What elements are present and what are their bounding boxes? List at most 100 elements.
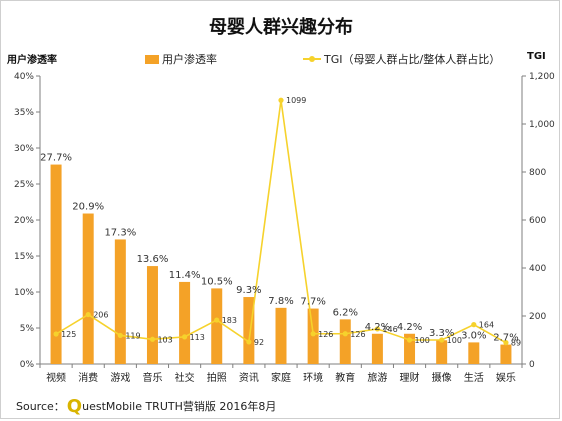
tgi-point (246, 339, 252, 345)
right-axis-tick-label: 600 (529, 216, 546, 226)
legend-item-tgi: TGI（母婴人群占比/整体人群占比） (303, 51, 500, 67)
left-axis-tick-label: 35% (14, 108, 34, 118)
penetration-bar (371, 333, 383, 364)
penetration-bar (436, 340, 448, 364)
category-label: 资讯 (239, 372, 259, 384)
legend-item-penetration: 用户渗透率 (145, 51, 217, 67)
penetration-bar (179, 281, 191, 364)
tgi-point (310, 331, 316, 337)
penetration-bar (339, 319, 351, 364)
tgi-point (406, 337, 413, 343)
category-label: 游戏 (110, 371, 130, 384)
tgi-value-label: 103 (157, 335, 172, 344)
right-axis-tick-label: 800 (529, 168, 546, 178)
bar-value-label: 4.2% (397, 322, 422, 333)
category-label: 视频 (46, 371, 66, 384)
left-axis-tick-label: 40% (14, 72, 34, 82)
bar-value-label: 10.5% (201, 276, 233, 287)
bar-value-label: 3.3% (429, 328, 454, 339)
tgi-point (374, 326, 380, 332)
bar-value-label: 11.4% (169, 270, 201, 281)
bar-value-label: 27.7% (40, 153, 72, 164)
penetration-bar (82, 213, 94, 364)
right-axis-tick-label: 0 (529, 360, 535, 370)
right-axis-title: TGI (527, 51, 546, 62)
category-label: 音乐 (142, 371, 162, 384)
left-axis-tick-label: 0% (20, 360, 35, 370)
tgi-value-label: 146 (382, 325, 397, 334)
left-axis-tick-label: 10% (14, 288, 34, 298)
tgi-value-label: 92 (254, 338, 264, 347)
penetration-bar (500, 344, 512, 364)
tgi-value-label: 89 (511, 339, 521, 348)
penetration-bar (146, 266, 158, 364)
tgi-value-label: 1099 (286, 96, 306, 105)
bar-value-label: 3.0% (461, 330, 486, 341)
tgi-value-label: 100 (415, 336, 430, 345)
tgi-value-label: 164 (479, 321, 494, 330)
bar-value-label: 17.3% (104, 227, 136, 238)
tgi-point (439, 337, 445, 343)
category-label: 社交 (175, 371, 195, 384)
source-prefix: Source： (16, 400, 65, 413)
left-axis-tick-label: 30% (14, 144, 34, 154)
penetration-bar (243, 297, 255, 364)
legend-label-tgi: TGI（母婴人群占比/整体人群占比） (324, 53, 501, 66)
left-axis-tick-label: 5% (20, 324, 35, 334)
tgi-point (85, 311, 91, 318)
category-label: 娱乐 (496, 371, 516, 384)
tgi-value-label: 183 (222, 316, 237, 325)
right-axis-tick-label: 400 (529, 264, 546, 274)
tgi-point (471, 322, 477, 328)
source-text: uestMobile TRUTH营销版 2016年8月 (82, 400, 277, 413)
left-axis-tick-label: 15% (14, 252, 34, 262)
right-axis-tick-label: 1,200 (529, 72, 555, 82)
source-note: Source： QuestMobile TRUTH营销版 2016年8月 (16, 398, 276, 416)
bar-value-label: 20.9% (72, 202, 104, 213)
category-label: 家庭 (271, 371, 291, 384)
tgi-point (214, 317, 220, 323)
category-label: 摄像 (432, 371, 452, 384)
penetration-bar (404, 333, 416, 364)
tgi-value-label: 119 (125, 331, 140, 340)
bar-value-label: 9.3% (236, 285, 261, 296)
tgi-point (182, 334, 188, 340)
tgi-value-label: 125 (61, 330, 76, 339)
left-axis-title: 用户渗透率 (7, 55, 57, 66)
category-label: 理财 (400, 371, 420, 384)
category-label: 消费 (78, 371, 98, 384)
tgi-point (53, 331, 59, 337)
penetration-bar (468, 342, 480, 364)
legend-bar-swatch (145, 54, 159, 64)
bar-value-label: 13.6% (137, 254, 169, 265)
bar-value-label: 4.2% (365, 322, 390, 333)
source-logo-letter: Q (66, 396, 83, 417)
category-label: 拍照 (207, 371, 227, 384)
legend-line-swatch (303, 54, 321, 64)
bar-value-label: 7.7% (300, 297, 325, 308)
right-axis-tick-label: 200 (529, 312, 546, 322)
tgi-value-label: 126 (350, 330, 365, 339)
tgi-point (278, 97, 284, 103)
bar-value-label: 6.2% (333, 307, 358, 318)
tgi-value-label: 113 (190, 333, 205, 342)
tgi-value-label: 126 (318, 330, 333, 339)
left-axis-tick-label: 20% (14, 216, 34, 226)
penetration-bar (50, 164, 62, 364)
tgi-value-label: 206 (93, 311, 108, 320)
tgi-point (503, 340, 509, 346)
penetration-bar (211, 288, 223, 364)
penetration-bar (275, 307, 287, 364)
chart-title: 母婴人群兴趣分布 (209, 17, 353, 38)
penetration-bar (114, 239, 126, 364)
right-axis-tick-label: 1,000 (529, 120, 555, 130)
tgi-point (342, 331, 348, 337)
category-label: 环境 (303, 371, 323, 384)
legend-label-penetration: 用户渗透率 (162, 53, 217, 66)
left-axis-tick-label: 25% (14, 180, 34, 190)
tgi-point (149, 336, 156, 342)
bar-value-label: 7.8% (268, 296, 293, 307)
tgi-point (117, 332, 123, 339)
